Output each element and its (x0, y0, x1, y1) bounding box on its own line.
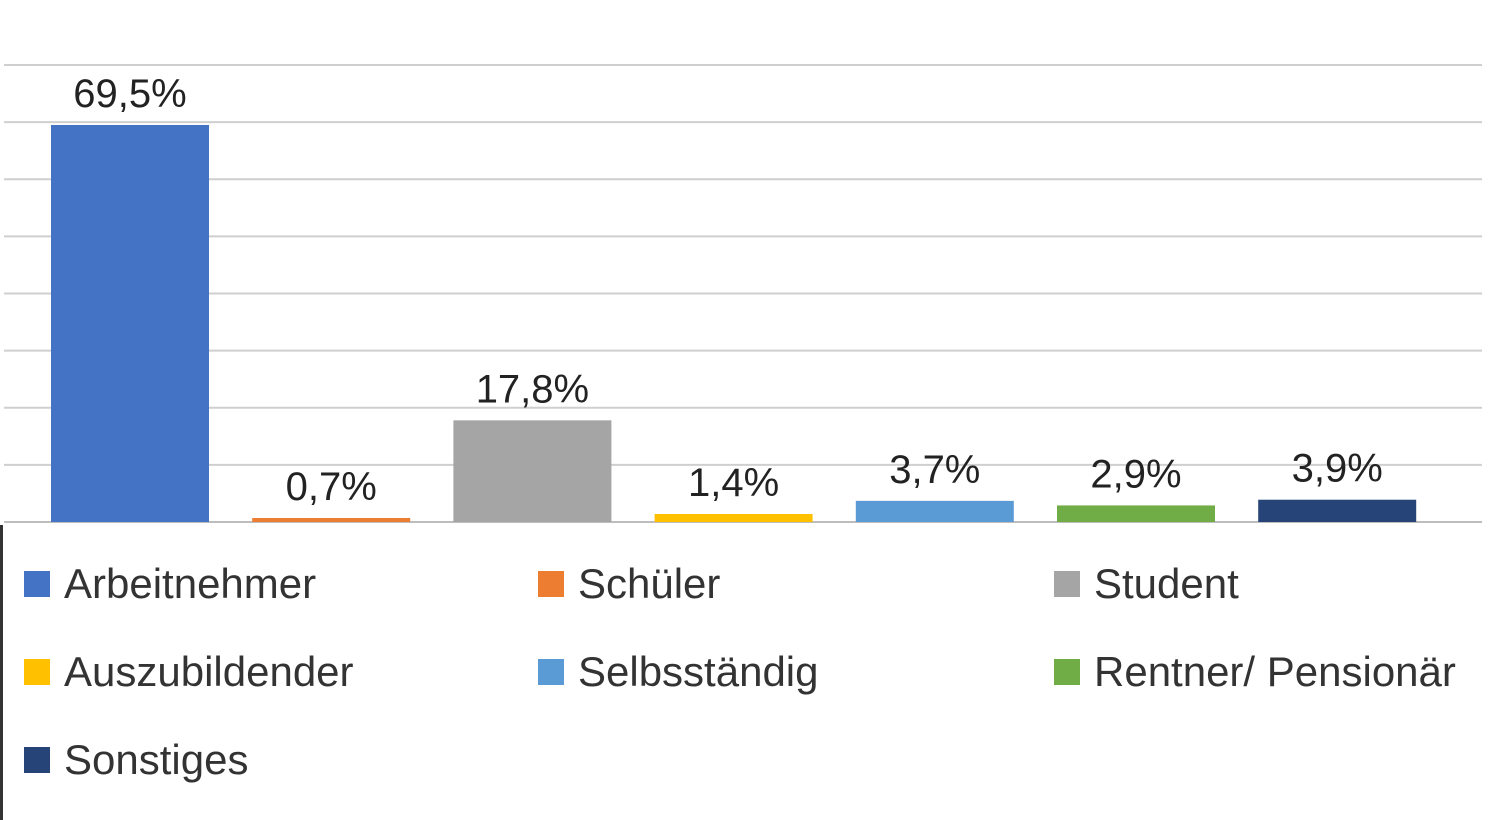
legend-label: Arbeitnehmer (64, 560, 317, 607)
legend-swatch (1054, 571, 1080, 597)
chart-legend: Arbeitnehmer Schüler Student Auszubildender… (24, 548, 1484, 808)
data-label: 69,5% (73, 72, 186, 116)
legend-swatch (1054, 659, 1080, 685)
bar-rentner-pensionär (1057, 505, 1215, 522)
legend-label: Sonstiges (64, 736, 249, 783)
legend-label: Rentner/ Pensionär (1094, 648, 1456, 695)
bar-arbeitnehmer (51, 124, 209, 522)
bar-sonstiges (1258, 499, 1417, 522)
legend-label: Student (1094, 560, 1239, 607)
data-label: 2,9% (1090, 452, 1181, 496)
chart-plot-area: 69,5% 0,7% 17,8% 1,4% 3,7% 2,9% 3,9% (4, 64, 1482, 523)
data-label: 1,4% (688, 461, 779, 505)
legend-swatch (24, 747, 50, 773)
bar-schüler (252, 518, 411, 522)
legend-label: Schüler (578, 560, 721, 607)
legend-swatch (538, 659, 564, 685)
left-edge-line (0, 525, 3, 820)
legend-item: Student (1054, 548, 1239, 620)
bar-auszubildender (654, 514, 813, 522)
legend-item: Rentner/ Pensionär (1054, 636, 1456, 708)
legend-item: Schüler (538, 548, 720, 620)
legend-item: Auszubildender (24, 636, 354, 708)
legend-label: Auszubildender (64, 648, 354, 695)
bar-selbsständig (855, 500, 1014, 522)
legend-item: Arbeitnehmer (24, 548, 316, 620)
data-label: 17,8% (476, 367, 589, 411)
legend-swatch (24, 659, 50, 685)
legend-item: Selbsständig (538, 636, 819, 708)
data-label: 0,7% (286, 465, 377, 509)
legend-swatch (24, 571, 50, 597)
data-label: 3,9% (1292, 447, 1383, 491)
legend-swatch (538, 571, 564, 597)
legend-label: Selbsständig (578, 648, 819, 695)
bar-student (453, 420, 612, 522)
legend-item: Sonstiges (24, 724, 248, 796)
data-label: 3,7% (889, 448, 980, 492)
